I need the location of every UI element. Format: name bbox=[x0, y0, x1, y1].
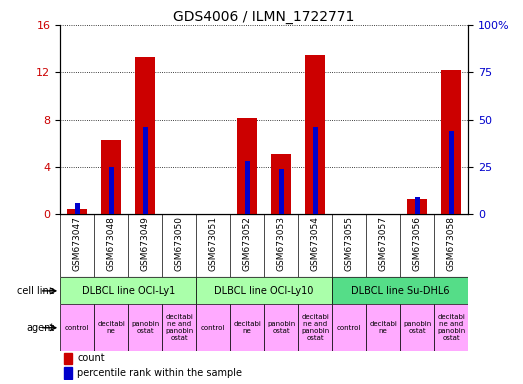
Bar bbox=[143, 127, 147, 214]
Text: DLBCL line OCI-Ly1: DLBCL line OCI-Ly1 bbox=[82, 286, 175, 296]
Bar bbox=[128, 305, 162, 351]
Bar bbox=[279, 169, 283, 214]
Bar bbox=[67, 210, 87, 214]
Bar bbox=[366, 305, 400, 351]
Title: GDS4006 / ILMN_1722771: GDS4006 / ILMN_1722771 bbox=[174, 10, 355, 24]
Text: decitabi
ne: decitabi ne bbox=[97, 321, 125, 334]
Text: GSM673057: GSM673057 bbox=[379, 216, 388, 271]
Bar bbox=[441, 70, 461, 214]
Bar bbox=[135, 57, 155, 214]
Text: GSM673047: GSM673047 bbox=[73, 216, 82, 271]
Text: GSM673050: GSM673050 bbox=[175, 216, 184, 271]
Bar bbox=[245, 161, 249, 214]
Bar bbox=[415, 197, 419, 214]
Bar bbox=[271, 154, 291, 214]
Text: GSM673053: GSM673053 bbox=[277, 216, 286, 271]
Text: DLBCL line Su-DHL6: DLBCL line Su-DHL6 bbox=[351, 286, 449, 296]
Text: decitabi
ne and
panobin
ostat: decitabi ne and panobin ostat bbox=[301, 314, 329, 341]
Text: agent: agent bbox=[27, 323, 55, 333]
Bar bbox=[101, 140, 121, 214]
Bar bbox=[109, 167, 113, 214]
Bar bbox=[230, 305, 264, 351]
Bar bbox=[162, 305, 196, 351]
Bar bbox=[196, 277, 332, 305]
Bar bbox=[75, 203, 79, 214]
Text: GSM673049: GSM673049 bbox=[141, 216, 150, 271]
Text: decitabi
ne: decitabi ne bbox=[369, 321, 397, 334]
Text: DLBCL line OCI-Ly10: DLBCL line OCI-Ly10 bbox=[214, 286, 314, 296]
Bar bbox=[64, 353, 72, 364]
Bar bbox=[298, 305, 332, 351]
Text: panobin
ostat: panobin ostat bbox=[131, 321, 160, 334]
Text: control: control bbox=[65, 325, 89, 331]
Bar bbox=[60, 277, 196, 305]
Bar bbox=[434, 305, 468, 351]
Text: percentile rank within the sample: percentile rank within the sample bbox=[77, 368, 242, 378]
Bar bbox=[264, 305, 298, 351]
Text: panobin
ostat: panobin ostat bbox=[267, 321, 295, 334]
Bar bbox=[237, 118, 257, 214]
Bar bbox=[449, 131, 453, 214]
Bar bbox=[407, 199, 427, 214]
Bar bbox=[305, 55, 325, 214]
Bar bbox=[332, 277, 468, 305]
Bar bbox=[60, 305, 94, 351]
Text: decitabi
ne and
panobin
ostat: decitabi ne and panobin ostat bbox=[165, 314, 194, 341]
Text: decitabi
ne and
panobin
ostat: decitabi ne and panobin ostat bbox=[437, 314, 465, 341]
Bar bbox=[400, 305, 434, 351]
Text: count: count bbox=[77, 353, 105, 363]
Text: cell line: cell line bbox=[17, 286, 55, 296]
Bar bbox=[332, 305, 366, 351]
Text: GSM673058: GSM673058 bbox=[447, 216, 456, 271]
Text: panobin
ostat: panobin ostat bbox=[403, 321, 431, 334]
Text: GSM673056: GSM673056 bbox=[413, 216, 422, 271]
Bar bbox=[196, 305, 230, 351]
Text: decitabi
ne: decitabi ne bbox=[233, 321, 261, 334]
Text: GSM673055: GSM673055 bbox=[345, 216, 354, 271]
Text: GSM673048: GSM673048 bbox=[107, 216, 116, 271]
Bar bbox=[94, 305, 128, 351]
Text: GSM673054: GSM673054 bbox=[311, 216, 320, 271]
Text: GSM673052: GSM673052 bbox=[243, 216, 252, 271]
Text: GSM673051: GSM673051 bbox=[209, 216, 218, 271]
Text: control: control bbox=[337, 325, 361, 331]
Bar bbox=[313, 127, 317, 214]
Bar bbox=[64, 367, 72, 379]
Text: control: control bbox=[201, 325, 225, 331]
